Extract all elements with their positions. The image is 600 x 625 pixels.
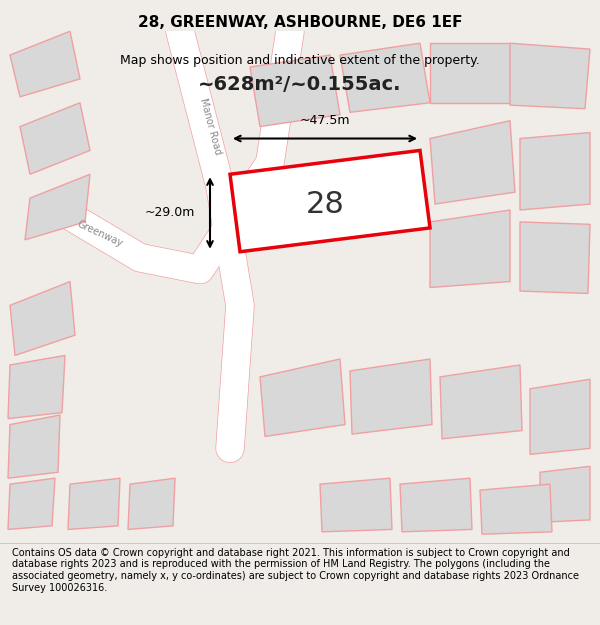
Text: ~29.0m: ~29.0m [145,206,195,219]
Text: ~628m²/~0.155ac.: ~628m²/~0.155ac. [198,76,402,94]
Polygon shape [520,132,590,210]
Text: 28: 28 [305,189,344,219]
Polygon shape [8,478,55,529]
Polygon shape [230,151,430,252]
Polygon shape [20,102,90,174]
Polygon shape [530,379,590,454]
Polygon shape [540,466,590,522]
Polygon shape [400,478,472,532]
Polygon shape [128,478,175,529]
Polygon shape [8,415,60,478]
Polygon shape [430,210,510,288]
Polygon shape [10,281,75,356]
Polygon shape [8,356,65,419]
Polygon shape [260,359,345,436]
Polygon shape [520,222,590,294]
Text: 28, GREENWAY, ASHBOURNE, DE6 1EF: 28, GREENWAY, ASHBOURNE, DE6 1EF [138,15,462,30]
Polygon shape [10,31,80,97]
Text: Greenway: Greenway [76,219,124,249]
Text: ~47.5m: ~47.5m [300,114,350,127]
Polygon shape [340,43,430,112]
Polygon shape [430,121,515,204]
Text: Contains OS data © Crown copyright and database right 2021. This information is : Contains OS data © Crown copyright and d… [12,548,579,592]
Polygon shape [350,359,432,434]
Polygon shape [430,43,510,102]
Polygon shape [480,484,552,534]
Polygon shape [510,43,590,109]
Text: Manor Road: Manor Road [197,97,223,156]
Polygon shape [68,478,120,529]
Polygon shape [250,55,340,127]
Polygon shape [320,478,392,532]
Polygon shape [25,174,90,240]
Text: Map shows position and indicative extent of the property.: Map shows position and indicative extent… [120,54,480,68]
Polygon shape [440,365,522,439]
